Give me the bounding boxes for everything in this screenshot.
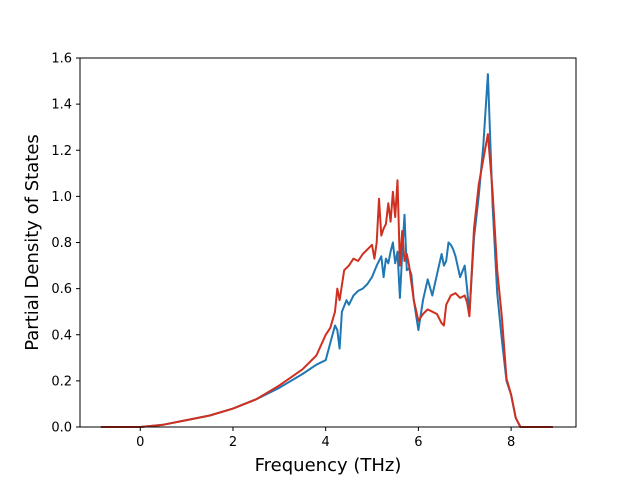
y-tick-label: 1.6 [51,52,72,67]
y-tick-label: 1.0 [51,190,72,205]
y-axis-label: Partial Density of States [22,134,43,351]
x-tick-label: 6 [414,435,422,450]
y-tick-label: 1.4 [51,98,72,113]
y-tick-label: 0.8 [51,236,72,251]
y-tick-label: 0.4 [51,328,72,343]
plot-frame [79,57,577,428]
x-tick-label: 0 [136,435,144,450]
ticks-layer: 0 2 4 6 8 0.0 0.2 0.4 0.6 0.8 1.0 1.2 1.4 1.6 [51,52,515,451]
series-layer [100,73,553,428]
series-line-1 [100,73,553,428]
series-line-2 [100,133,553,428]
y-tick-label: 0.2 [51,374,72,389]
x-axis-label: Frequency (THz) [255,455,402,476]
x-tick-label: 8 [507,435,515,450]
y-tick-label: 1.2 [51,144,72,159]
x-tick-label: 2 [229,435,237,450]
y-tick-label: 0.6 [51,282,72,297]
y-tick-label: 0.0 [51,421,72,436]
x-tick-label: 4 [322,435,330,450]
